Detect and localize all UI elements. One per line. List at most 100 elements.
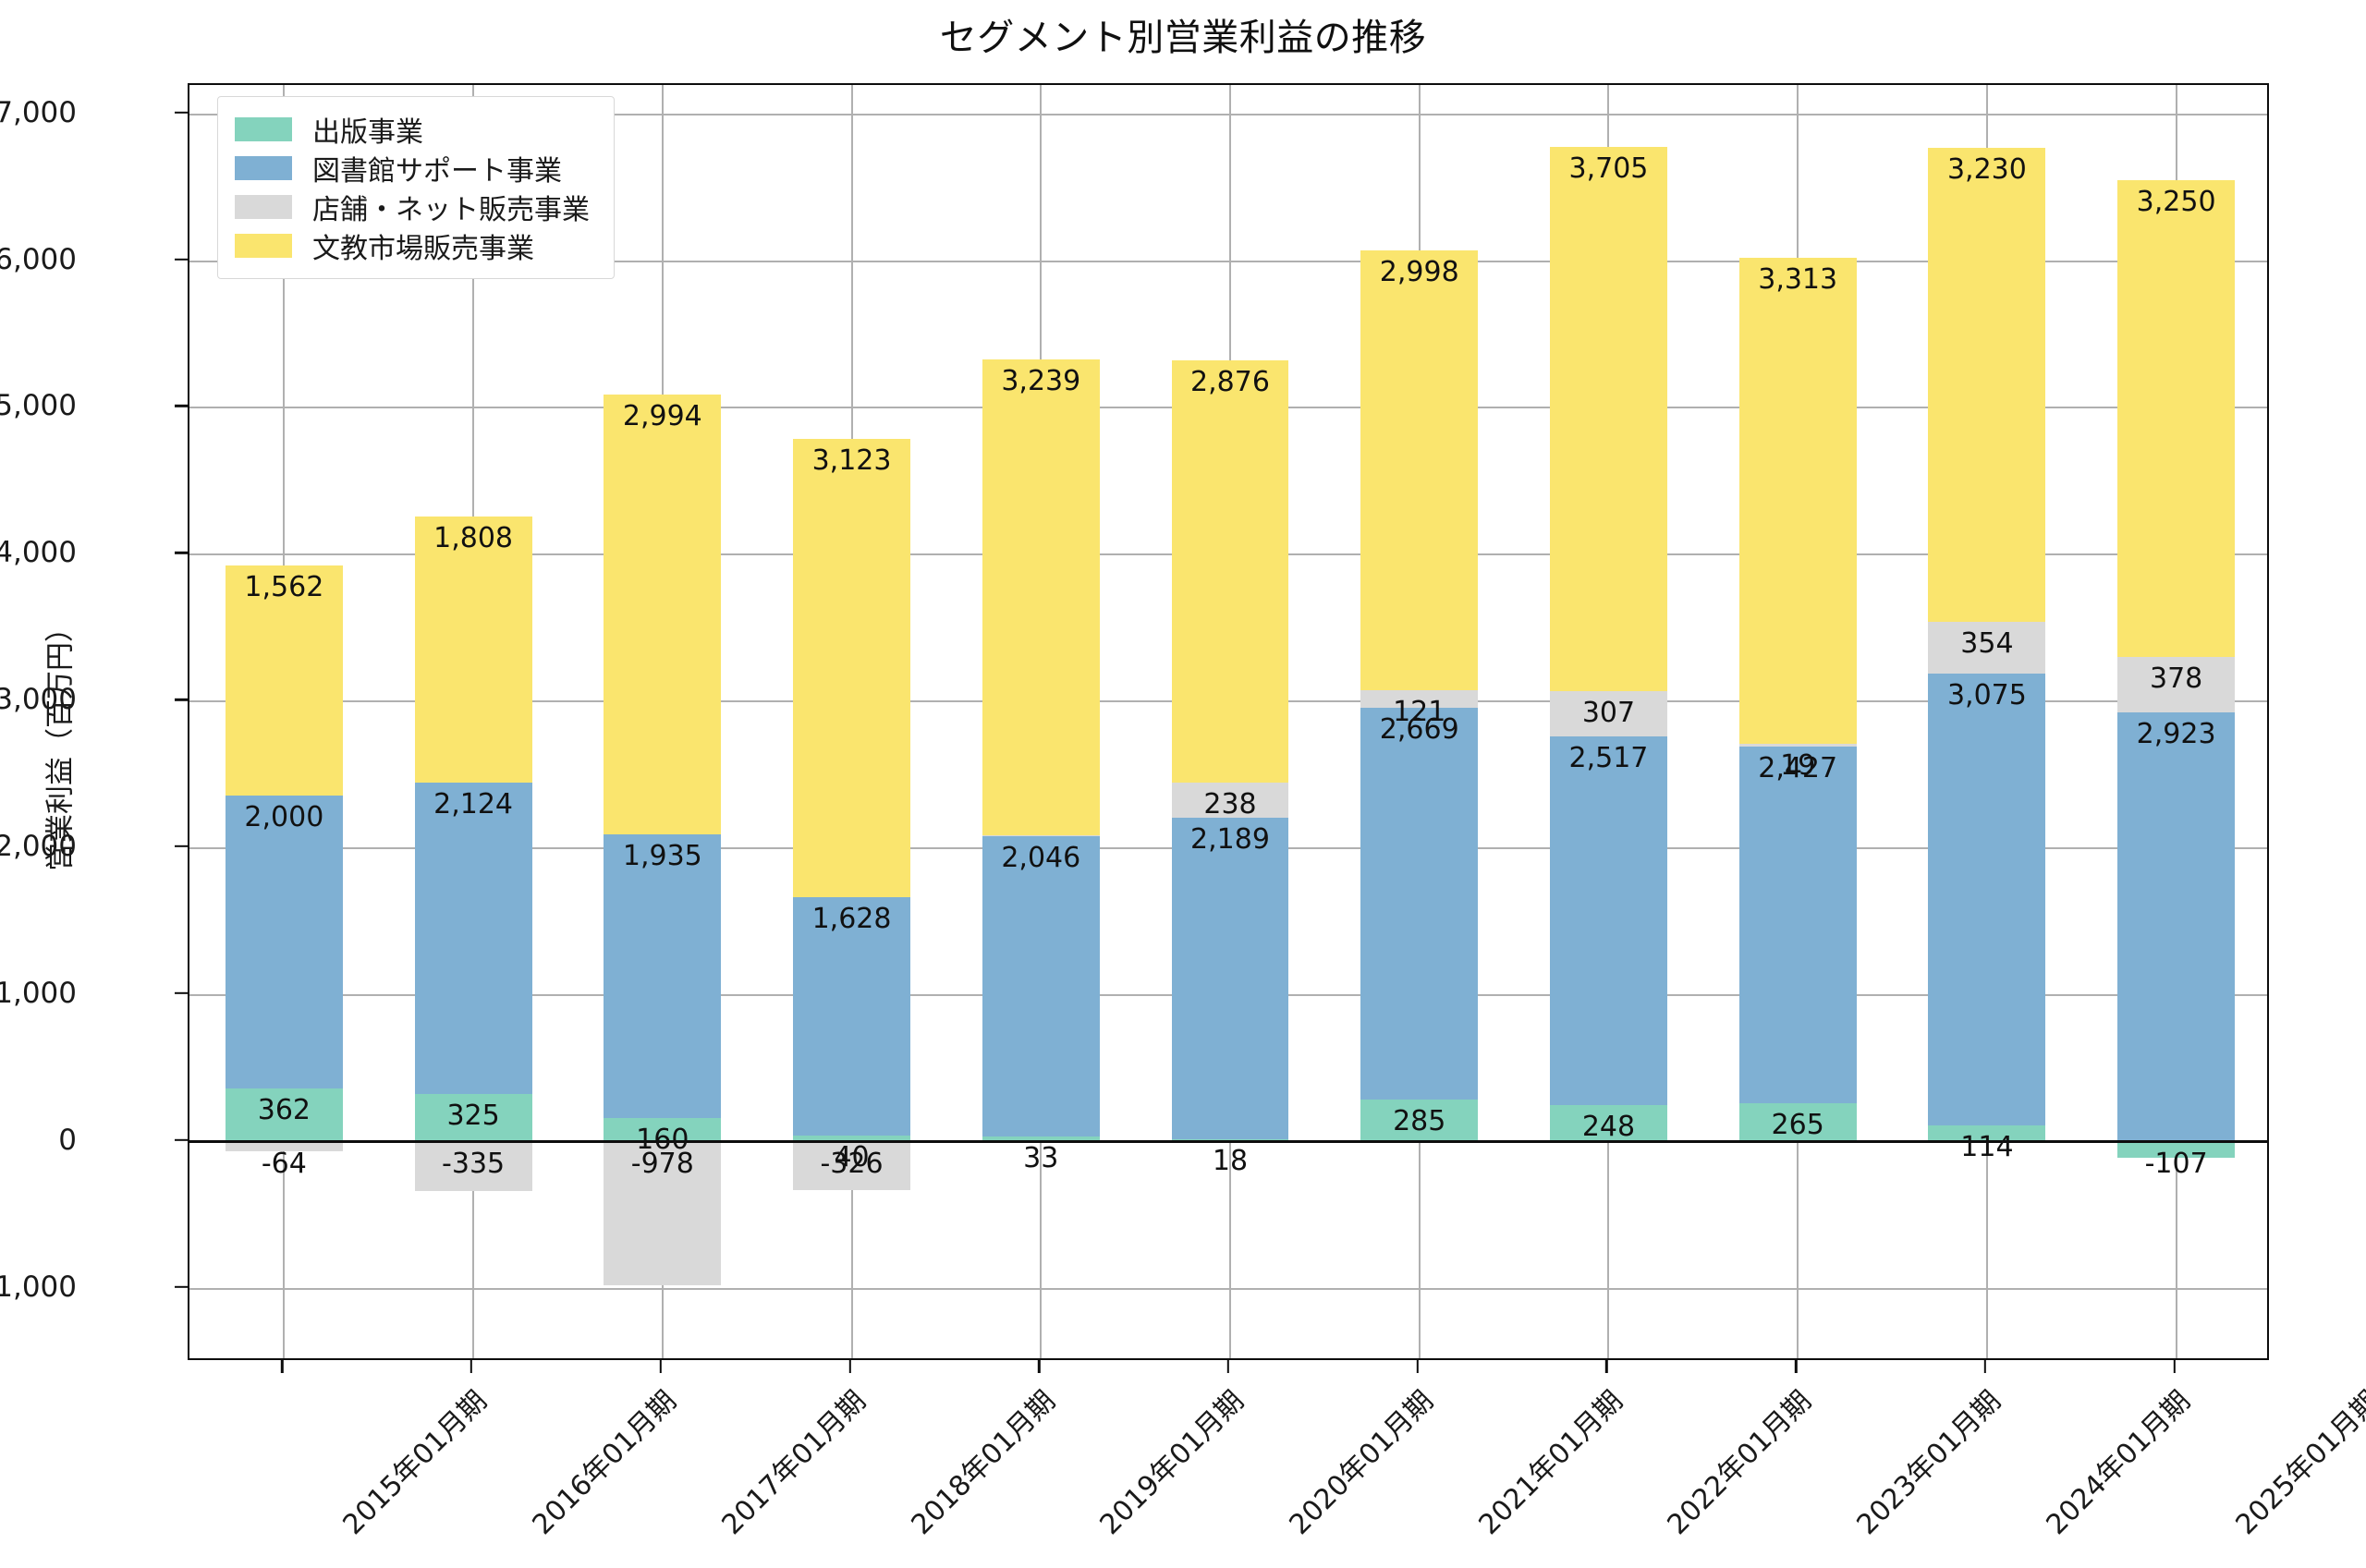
bar-value-label: 3,313: [1758, 262, 1838, 296]
legend-color-swatch: [235, 117, 292, 141]
x-tick-mark: [2173, 1360, 2176, 1373]
bar-segment: [225, 1141, 343, 1151]
bar-segment: [1360, 1100, 1479, 1142]
bar-segment: [1549, 1105, 1667, 1142]
legend-item[interactable]: 文教市場販売事業: [235, 226, 590, 265]
bar-value-label: 1,808: [433, 522, 514, 555]
bar-value-label: 114: [1960, 1130, 2014, 1163]
x-tick-label: 2025年01月期: [2229, 1384, 2366, 1542]
x-tick-label: 2019年01月期: [1093, 1384, 1251, 1542]
y-tick-mark: [175, 405, 188, 407]
x-tick-mark: [281, 1360, 284, 1373]
legend-item[interactable]: 図書館サポート事業: [235, 149, 590, 188]
legend-item-label: 出版事業: [312, 116, 423, 149]
x-tick-mark: [1794, 1360, 1798, 1373]
bar-value-label: 160: [636, 1124, 689, 1157]
bar-value-label: 1,562: [244, 571, 324, 604]
bar-segment: [1171, 783, 1289, 819]
y-tick-label: 7,000: [0, 95, 77, 129]
bar-segment: [1549, 735, 1667, 1106]
y-tick-label: 6,000: [0, 242, 77, 276]
bar-value-label: 3,250: [2136, 186, 2216, 219]
bar-segment: [604, 1141, 722, 1286]
bar-segment: [982, 1136, 1100, 1142]
bar-value-label: 2,669: [1379, 713, 1459, 747]
bar-segment: [793, 1136, 910, 1142]
y-tick-label: 5,000: [0, 389, 77, 423]
bar-value-label: 248: [1581, 1111, 1636, 1144]
legend-item-label: 店舗・ネット販売事業: [312, 194, 590, 226]
bar-value-label: 265: [1771, 1108, 1824, 1141]
bar-value-label: 33: [1023, 1142, 1059, 1175]
bar-segment: [414, 782, 532, 1095]
bar-segment: [1738, 744, 1857, 748]
x-tick-label: 2020年01月期: [1283, 1384, 1440, 1542]
x-tick-label: 2024年01月期: [2040, 1384, 2197, 1542]
y-tick-label: 4,000: [0, 536, 77, 570]
bar-value-label: 2,517: [1568, 741, 1649, 774]
bar-segment: [982, 834, 1100, 837]
bar-segment: [1171, 1138, 1289, 1142]
bar-value-label: 40: [834, 1141, 870, 1174]
y-tick-mark: [175, 1138, 188, 1141]
bar-value-label: 354: [1960, 626, 2014, 660]
x-tick-label: 2022年01月期: [1662, 1384, 1819, 1542]
bar-value-label: -326: [820, 1147, 884, 1180]
x-tick-label: 2017年01月期: [715, 1384, 872, 1542]
bar-segment: [1928, 147, 2046, 622]
y-tick-label: 0: [58, 1123, 77, 1157]
y-tick-mark: [175, 258, 188, 261]
zero-line: [189, 1140, 2267, 1144]
bar-segment: [1360, 708, 1479, 1100]
bar-value-label: 285: [1393, 1105, 1446, 1138]
bar-value-label: 378: [2149, 662, 2203, 696]
bar-segment: [1171, 818, 1289, 1139]
bar-segment: [1928, 1124, 2046, 1142]
legend: 出版事業 図書館サポート事業店舗・ネット販売事業 文教市場販売事業: [217, 96, 615, 279]
y-tick-mark: [175, 552, 188, 554]
bar-segment: [1549, 690, 1667, 736]
gridline-horizontal: [189, 1287, 2267, 1290]
bar-value-label: 2,427: [1758, 752, 1838, 785]
y-tick-label: 2,000: [0, 830, 77, 864]
data-labels-layer: 362 2,000 -64 1,562 325 2,124 -335 1,808 160 1,93…: [189, 85, 2267, 1358]
bar-segment: [793, 896, 910, 1136]
bar-segment: [1360, 250, 1479, 691]
bar-segment: [604, 833, 722, 1119]
bar-value-label: 3,230: [1946, 152, 2027, 186]
bar-segment: [225, 1088, 343, 1142]
bar-value-label: 2,000: [244, 800, 324, 833]
chart-title: セグメント別営業利益の推移: [939, 17, 1427, 59]
bar-segment: [2117, 712, 2236, 1142]
x-tick-label: 2016年01月期: [526, 1384, 684, 1542]
bar-segment: [1738, 1102, 1857, 1142]
bar-segment: [414, 1141, 532, 1191]
bar-value-label: 19: [1780, 749, 1816, 783]
y-tick-label: 3,000: [0, 683, 77, 717]
x-tick-mark: [848, 1360, 851, 1373]
bar-value-label: -335: [442, 1147, 506, 1180]
bar-value-label: 121: [1393, 696, 1446, 729]
legend-item[interactable]: 店舗・ネット販売事業: [235, 188, 590, 226]
bar-segment: [414, 1094, 532, 1142]
bar-segment: [2117, 1141, 2236, 1158]
bar-segment: [793, 1141, 910, 1190]
bar-value-label: 2,994: [622, 400, 702, 433]
bar-segment: [604, 1118, 722, 1142]
x-tick-mark: [1226, 1360, 1230, 1373]
bar-value-label: 3,075: [1946, 679, 2027, 712]
y-tick-mark: [175, 845, 188, 848]
legend-item-label: 文教市場販売事業: [312, 233, 534, 265]
legend-color-swatch: [235, 195, 292, 219]
bar-segment: [1928, 621, 2046, 675]
x-tick-mark: [1605, 1360, 1608, 1373]
x-tick-mark: [659, 1360, 663, 1373]
bar-segment: [225, 565, 343, 796]
bar-value-label: 362: [257, 1094, 311, 1127]
legend-item[interactable]: 出版事業: [235, 110, 590, 149]
bar-segment: [225, 795, 343, 1089]
bar-segment: [793, 438, 910, 897]
x-tick-mark: [1983, 1360, 1987, 1373]
bar-value-label: 2,998: [1379, 256, 1459, 289]
